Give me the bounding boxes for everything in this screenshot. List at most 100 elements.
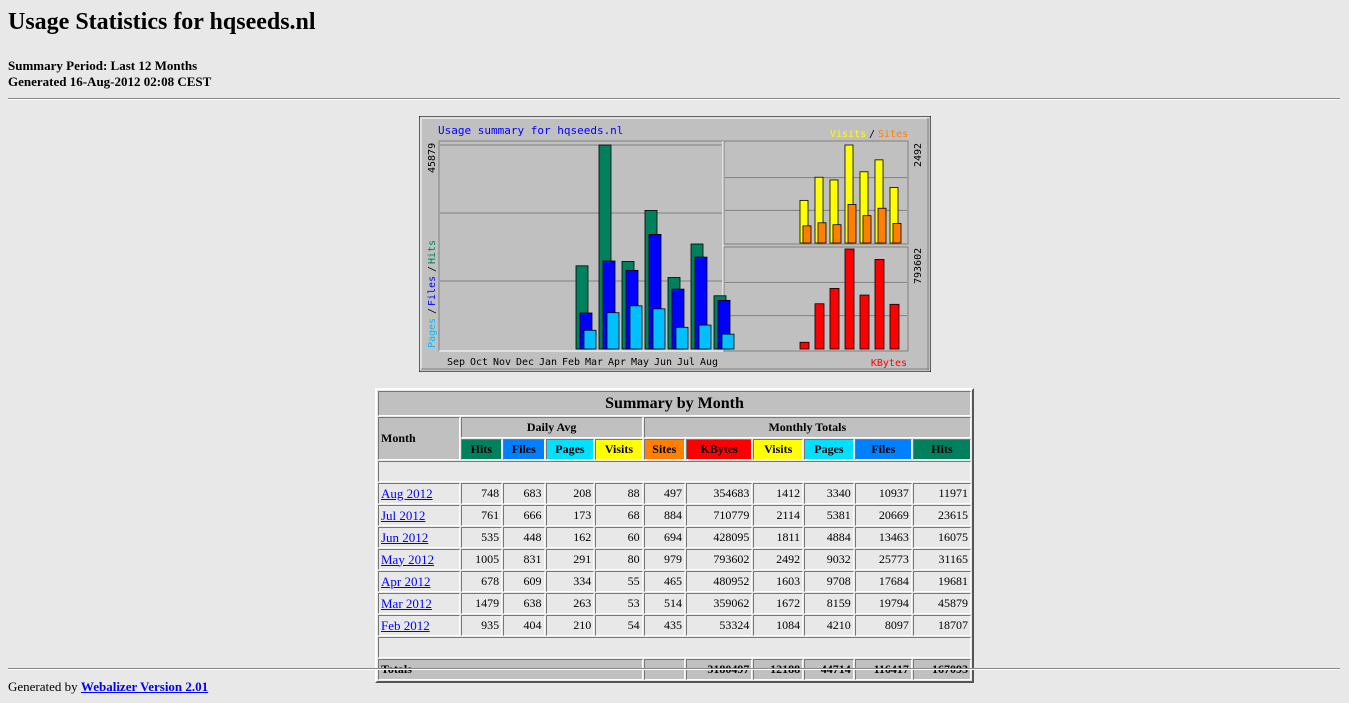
chart-bars	[575, 144, 902, 350]
cell-files: 25773	[854, 549, 912, 570]
cell-pages: 4210	[804, 615, 854, 636]
sites-bar	[817, 222, 827, 244]
cell-sites: 514	[643, 593, 686, 614]
legend-hits: Hits	[427, 240, 438, 264]
cell-sites: 497	[643, 483, 686, 504]
cell-sites: 979	[643, 549, 686, 570]
x-axis-labels: Sep Oct Nov Dec Jan Feb Mar Apr May Jun Jul Aug	[447, 357, 718, 368]
cell-sites: 465	[643, 571, 686, 592]
col-daily-pages: Pages	[545, 439, 595, 460]
footer: Generated by Webalizer Version 2.01	[8, 679, 208, 695]
cell-d-hits: 678	[460, 571, 503, 592]
pages-bar	[698, 324, 712, 350]
max-kbytes-label: 793602	[913, 248, 924, 284]
sites-bar	[802, 225, 812, 244]
table-row: Aug 2012 748 683 208 88 497 354683 1412 3340 1093…	[378, 483, 971, 504]
cell-hits: 45879	[912, 593, 971, 614]
cell-hits: 31165	[912, 549, 971, 570]
left-axis-legend: Pages / Files / Hits	[427, 240, 438, 348]
cell-kbytes: 710779	[686, 505, 753, 526]
generated-time: Generated 16-Aug-2012 02:08 CEST	[8, 74, 212, 89]
legend-separator: /	[427, 266, 438, 272]
cell-pages: 4884	[804, 527, 854, 548]
month-link[interactable]: Apr 2012	[381, 573, 431, 589]
cell-files: 8097	[854, 615, 912, 636]
cell-visits: 1811	[753, 527, 804, 548]
col-kbytes: KBytes	[686, 439, 753, 460]
month-link[interactable]: Aug 2012	[381, 485, 433, 501]
x-tick-label: Oct	[470, 357, 488, 368]
kbytes-bar	[829, 287, 840, 350]
cell-sites: 694	[643, 527, 686, 548]
cell-d-files: 448	[503, 527, 545, 548]
month-link[interactable]: Jul 2012	[381, 507, 426, 523]
top-divider	[8, 98, 1340, 100]
table-row: Apr 2012 678 609 334 55 465 480952 1603 9708 1768…	[378, 571, 971, 592]
sites-bar	[892, 223, 902, 244]
col-daily-hits: Hits	[460, 439, 503, 460]
cell-d-hits: 535	[460, 527, 503, 548]
month-cell: Feb 2012	[378, 615, 460, 636]
graph-title: Usage summary for hqseeds.nl	[438, 124, 623, 137]
cell-pages: 3340	[804, 483, 854, 504]
cell-d-visits: 60	[595, 527, 643, 548]
cell-d-pages: 334	[545, 571, 595, 592]
cell-d-files: 609	[503, 571, 545, 592]
legend-pages: Pages	[427, 318, 438, 348]
x-tick-label: Sep	[447, 357, 465, 368]
cell-visits: 1672	[753, 593, 804, 614]
cell-d-pages: 291	[545, 549, 595, 570]
month-header: Month	[378, 417, 460, 460]
cell-hits: 11971	[912, 483, 971, 504]
page-title: Usage Statistics for hqseeds.nl	[8, 9, 316, 35]
pages-bar	[583, 329, 597, 350]
kbytes-bar	[859, 294, 870, 350]
col-visits: Visits	[753, 439, 804, 460]
cell-d-pages: 173	[545, 505, 595, 526]
month-link[interactable]: Jun 2012	[381, 529, 429, 545]
x-tick-label: Dec	[516, 357, 534, 368]
cell-d-files: 638	[503, 593, 545, 614]
cell-d-visits: 54	[595, 615, 643, 636]
pages-bar	[629, 305, 643, 350]
legend-separator: /	[427, 308, 438, 314]
col-daily-files: Files	[503, 439, 545, 460]
cell-hits: 23615	[912, 505, 971, 526]
col-files: Files	[854, 439, 912, 460]
x-tick-label: May	[631, 357, 649, 368]
month-cell: Mar 2012	[378, 593, 460, 614]
cell-d-pages: 263	[545, 593, 595, 614]
cell-kbytes: 428095	[686, 527, 753, 548]
cell-d-pages: 162	[545, 527, 595, 548]
legend-kbytes: KBytes	[871, 358, 907, 369]
cell-d-pages: 208	[545, 483, 595, 504]
month-cell: Aug 2012	[378, 483, 460, 504]
legend-visits: Visits	[830, 129, 866, 140]
col-daily-visits: Visits	[595, 439, 643, 460]
cell-pages: 9708	[804, 571, 854, 592]
cell-d-hits: 1005	[460, 549, 503, 570]
month-cell: Apr 2012	[378, 571, 460, 592]
month-cell: May 2012	[378, 549, 460, 570]
month-link[interactable]: Feb 2012	[381, 617, 430, 633]
legend-files: Files	[427, 276, 438, 306]
cell-pages: 9032	[804, 549, 854, 570]
cell-d-visits: 55	[595, 571, 643, 592]
month-link[interactable]: May 2012	[381, 551, 435, 567]
kbytes-bar	[874, 259, 885, 350]
col-hits: Hits	[912, 439, 971, 460]
cell-d-visits: 80	[595, 549, 643, 570]
cell-kbytes: 480952	[686, 571, 753, 592]
cell-hits: 19681	[912, 571, 971, 592]
cell-files: 10937	[854, 483, 912, 504]
cell-hits: 18707	[912, 615, 971, 636]
x-tick-label: Jun	[654, 357, 672, 368]
cell-pages: 8159	[804, 593, 854, 614]
cell-kbytes: 354683	[686, 483, 753, 504]
month-link[interactable]: Mar 2012	[381, 595, 432, 611]
cell-visits: 2492	[753, 549, 804, 570]
cell-d-hits: 1479	[460, 593, 503, 614]
kbytes-bar	[814, 303, 825, 350]
x-tick-label: Apr	[608, 357, 626, 368]
webalizer-link[interactable]: Webalizer Version 2.01	[80, 679, 209, 694]
